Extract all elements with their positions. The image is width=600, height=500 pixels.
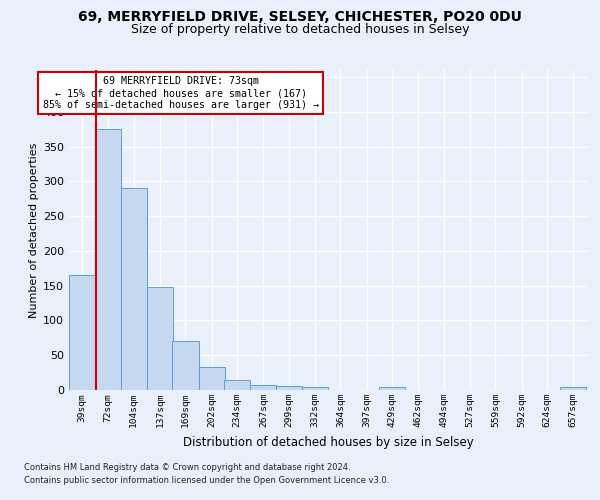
Bar xyxy=(250,385,277,390)
Bar xyxy=(379,387,405,390)
Text: 69 MERRYFIELD DRIVE: 73sqm
← 15% of detached houses are smaller (167)
85% of sem: 69 MERRYFIELD DRIVE: 73sqm ← 15% of deta… xyxy=(43,76,319,110)
Bar xyxy=(302,387,328,390)
Text: 69, MERRYFIELD DRIVE, SELSEY, CHICHESTER, PO20 0DU: 69, MERRYFIELD DRIVE, SELSEY, CHICHESTER… xyxy=(78,10,522,24)
Text: Contains HM Land Registry data © Crown copyright and database right 2024.: Contains HM Land Registry data © Crown c… xyxy=(24,464,350,472)
Bar xyxy=(199,367,225,390)
Bar xyxy=(275,386,302,390)
Bar xyxy=(95,129,121,390)
Bar xyxy=(560,387,586,390)
Bar xyxy=(147,287,173,390)
Bar xyxy=(224,380,250,390)
Bar xyxy=(172,342,199,390)
Text: Contains public sector information licensed under the Open Government Licence v3: Contains public sector information licen… xyxy=(24,476,389,485)
Bar xyxy=(121,188,147,390)
Y-axis label: Number of detached properties: Number of detached properties xyxy=(29,142,39,318)
Text: Size of property relative to detached houses in Selsey: Size of property relative to detached ho… xyxy=(131,22,469,36)
Bar xyxy=(69,275,95,390)
X-axis label: Distribution of detached houses by size in Selsey: Distribution of detached houses by size … xyxy=(183,436,474,448)
